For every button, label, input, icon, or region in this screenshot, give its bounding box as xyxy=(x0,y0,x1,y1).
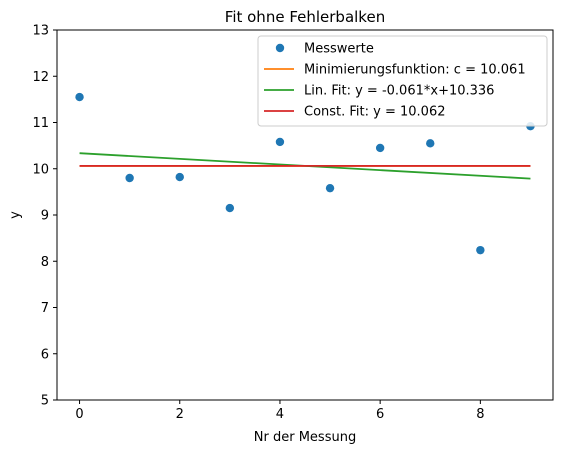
legend-label: Messwerte xyxy=(304,42,374,57)
x-tick-label: 2 xyxy=(176,407,184,422)
axes-layer: 0 2 4 6 8 5 6 7 8 9 10 11 12 13 xyxy=(32,24,554,422)
data-point xyxy=(375,143,385,153)
x-tick-label: 6 xyxy=(376,407,384,422)
data-point xyxy=(225,203,235,213)
y-tick-label: 6 xyxy=(41,347,49,362)
legend: Messwerte Minimierungsfunktion: c = 10.06… xyxy=(257,35,548,127)
data-point xyxy=(325,183,335,193)
y-tick-label: 12 xyxy=(32,70,49,85)
data-point xyxy=(426,139,435,148)
y-tick-label: 10 xyxy=(32,162,49,177)
y-axis-label: y xyxy=(8,211,23,219)
y-tick-label: 8 xyxy=(41,255,49,270)
data-point xyxy=(476,245,485,255)
x-tick-label: 4 xyxy=(276,407,284,422)
x-tick-label: 8 xyxy=(476,407,484,422)
y-tick-label: 7 xyxy=(41,301,49,316)
legend-label: Minimierungsfunktion: c = 10.061 xyxy=(304,63,526,78)
data-point xyxy=(275,137,285,147)
legend-marker xyxy=(275,43,285,53)
data-point xyxy=(175,172,184,182)
x-axis-label: Nr der Messung xyxy=(254,430,356,445)
plot-layer xyxy=(75,92,535,255)
legend-frame xyxy=(257,35,548,127)
y-tick-label: 13 xyxy=(32,24,49,39)
chart-title: Fit ohne Fehlerbalken xyxy=(225,8,385,26)
y-tick-label: 5 xyxy=(41,394,49,409)
y-tick-label: 9 xyxy=(41,209,49,224)
x-tick-label: 0 xyxy=(75,407,83,422)
legend-label: Const. Fit: y = 10.062 xyxy=(304,105,446,120)
data-point xyxy=(75,92,84,102)
y-tick-label: 11 xyxy=(32,116,49,131)
data-point xyxy=(125,173,134,183)
legend-label: Lin. Fit: y = -0.061*x+10.336 xyxy=(304,84,494,99)
